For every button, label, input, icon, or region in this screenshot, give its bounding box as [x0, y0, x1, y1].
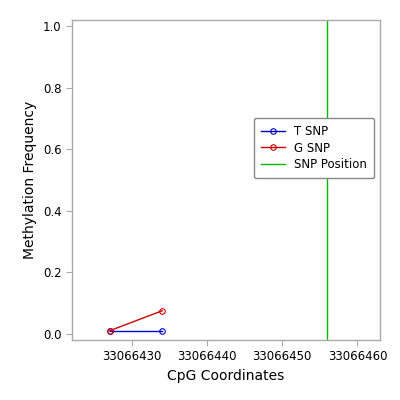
Line: G SNP: G SNP — [107, 308, 165, 334]
T SNP — [160, 328, 164, 333]
Y-axis label: Methylation Frequency: Methylation Frequency — [24, 101, 38, 259]
X-axis label: CpG Coordinates: CpG Coordinates — [167, 369, 285, 383]
Line: T SNP: T SNP — [107, 328, 165, 334]
T SNP — [107, 328, 112, 333]
G SNP — [160, 308, 164, 313]
G SNP — [107, 328, 112, 333]
Legend: T SNP, G SNP, SNP Position: T SNP, G SNP, SNP Position — [254, 118, 374, 178]
